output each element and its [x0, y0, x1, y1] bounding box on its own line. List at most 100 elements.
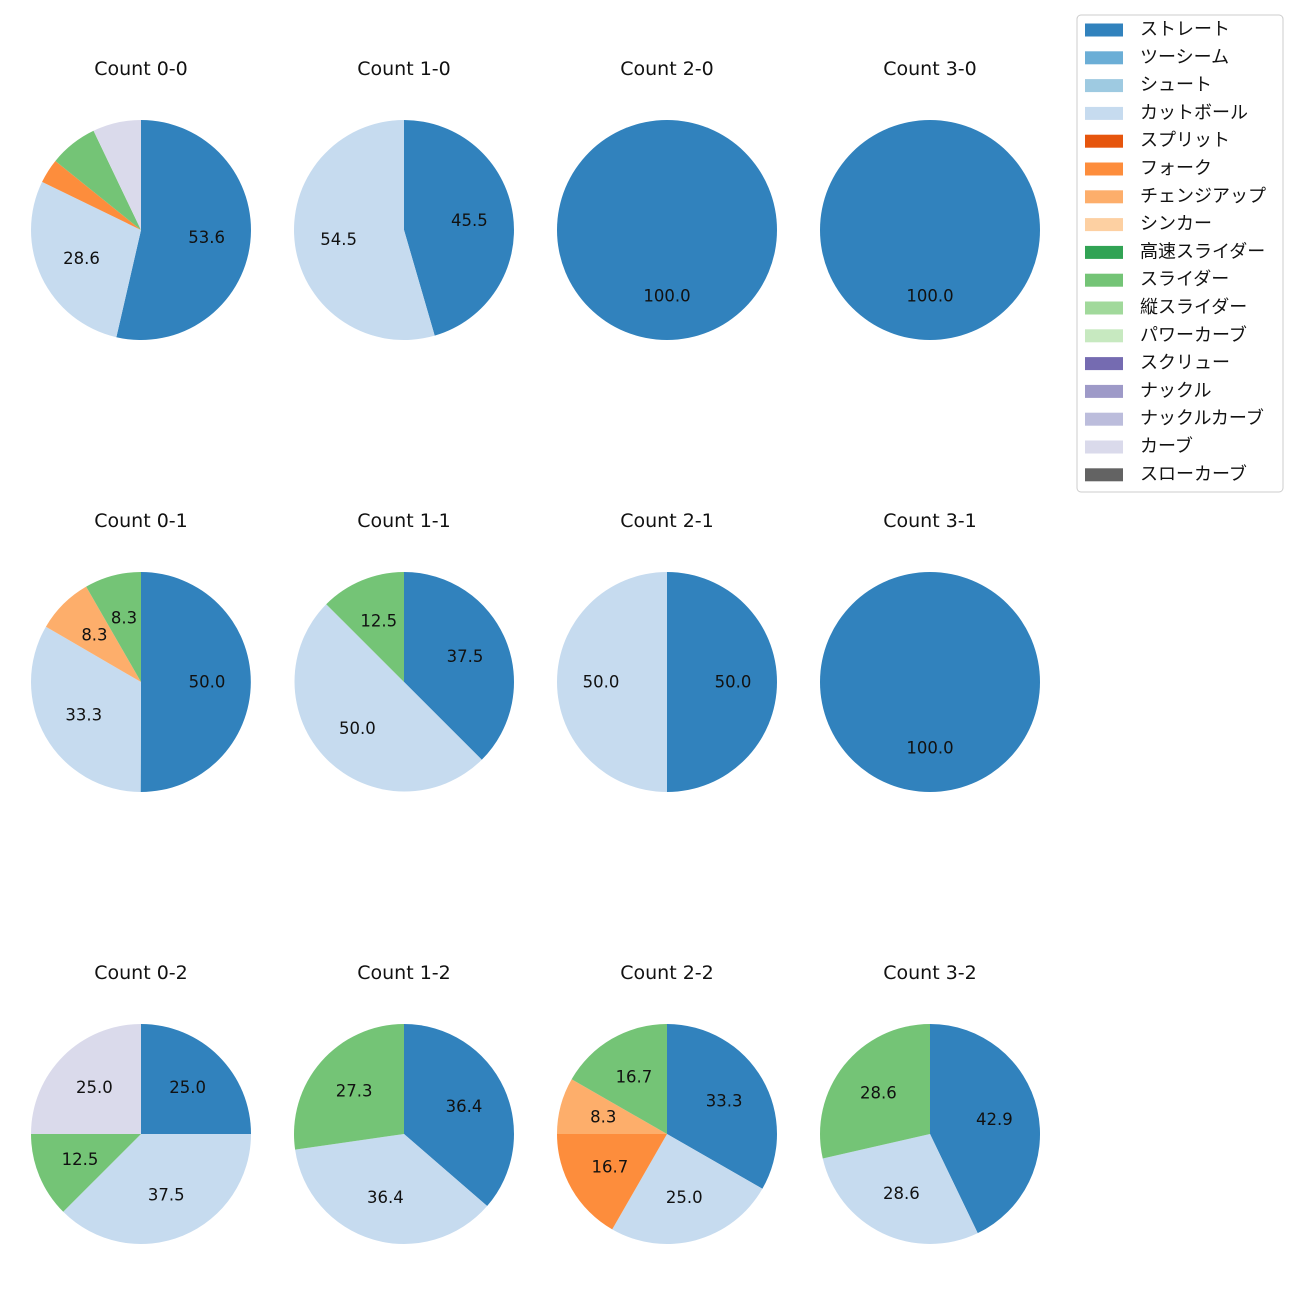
pie-slice-フォーク [557, 1134, 667, 1230]
pie-panel-count-2-0: Count 2-0 100.0 [557, 58, 777, 340]
pie-slice-カットボール [30, 626, 141, 792]
legend-swatch [1085, 245, 1123, 259]
legend-label: スプリット [1140, 130, 1230, 151]
panel-title: Count 0-1 [94, 510, 188, 532]
pie-slice-スライダー [294, 1024, 404, 1150]
legend-swatch [1085, 51, 1123, 65]
legend-swatch [1085, 440, 1123, 454]
pie-panel-count-1-0: Count 1-0 45.5 54.5 [293, 58, 514, 340]
slice-percent-label: 50.0 [339, 719, 376, 738]
legend-item: シンカー [1085, 214, 1212, 235]
pie-panel-count-1-1: Count 1-1 37.5 50.0 12.5 [294, 510, 514, 792]
panel-title: Count 0-0 [94, 58, 188, 80]
pie-slice-ストレート [116, 120, 251, 341]
slice-percent-label: 25.0 [169, 1078, 206, 1097]
legend-swatch [1085, 106, 1123, 120]
pie-slice-カーブ [93, 120, 141, 230]
panel-title: Count 1-0 [357, 58, 451, 80]
slice-percent-label: 100.0 [906, 287, 953, 306]
legend-label: ナックルカーブ [1140, 407, 1264, 429]
legend-swatch [1085, 384, 1123, 398]
legend-label: カーブ [1140, 435, 1193, 457]
slice-percent-label: 100.0 [643, 287, 690, 306]
legend-swatch [1085, 134, 1123, 148]
legend-swatch [1085, 468, 1123, 482]
pie-slice-カットボール [31, 181, 141, 338]
panel-title: Count 2-0 [620, 58, 714, 80]
pie-slice-スライダー [571, 1024, 667, 1134]
slice-percent-label: 27.3 [336, 1081, 373, 1100]
legend-label: 高速スライダー [1140, 241, 1265, 262]
panel-title: Count 3-1 [883, 510, 977, 532]
pie-slice-フォーク [42, 160, 141, 230]
pie-panel-count-2-1: Count 2-1 50.0 50.0 [557, 510, 777, 792]
legend-swatch [1085, 190, 1123, 204]
pie-slice-ストレート [140, 572, 251, 793]
legend-label: スクリュー [1140, 353, 1230, 374]
panel-title: Count 1-2 [357, 962, 451, 984]
legend-item: パワーカーブ [1085, 324, 1247, 346]
legend-swatch [1085, 273, 1123, 287]
pie-slice-ストレート [820, 120, 1040, 340]
legend-item: スライダー [1085, 269, 1229, 290]
legend-label: スローカーブ [1140, 463, 1247, 485]
slice-percent-label: 36.4 [367, 1188, 404, 1207]
pie-slice-ストレート [667, 572, 777, 792]
slice-percent-label: 25.0 [76, 1078, 113, 1097]
legend-swatch [1085, 218, 1123, 232]
legend-label: チェンジアップ [1140, 186, 1266, 207]
panel-title: Count 3-0 [883, 58, 977, 80]
slice-percent-label: 8.3 [81, 626, 107, 645]
legend-item: スプリット [1085, 130, 1230, 151]
legend-label: カットボール [1140, 102, 1248, 123]
pie-slice-ストレート [141, 1024, 251, 1134]
legend-label: パワーカーブ [1140, 324, 1247, 346]
legend-label: シュート [1140, 75, 1212, 96]
pie-panel-count-3-0: Count 3-0 100.0 [820, 58, 1040, 340]
legend: ストレートツーシームシュートカットボールスプリットフォークチェンジアップシンカー… [1076, 14, 1284, 493]
pie-slice-チェンジアップ [557, 1079, 667, 1134]
slice-percent-label: 28.6 [860, 1083, 897, 1102]
legend-swatch [1085, 301, 1123, 315]
pie-slice-スライダー [820, 1024, 930, 1159]
pie-slice-カットボール [63, 1134, 251, 1244]
legend-item: カーブ [1085, 435, 1193, 457]
slice-percent-label: 45.5 [451, 211, 488, 230]
legend-swatch [1085, 23, 1123, 37]
legend-swatch [1085, 329, 1123, 343]
pie-slice-カットボール [295, 1134, 488, 1244]
pie-panel-count-0-2: Count 0-2 25.0 37.5 12.5 25.0 [31, 962, 251, 1244]
pie-slice-ストレート [404, 120, 514, 336]
legend-item: ストレート [1085, 19, 1230, 40]
slice-percent-label: 37.5 [447, 647, 484, 666]
slice-percent-label: 33.3 [65, 705, 102, 724]
pie-slice-ストレート [557, 120, 777, 340]
pie-slice-スライダー [31, 1134, 141, 1212]
pie-slice-ストレート [404, 1024, 514, 1207]
slice-percent-label: 12.5 [360, 612, 397, 631]
slice-percent-label: 50.0 [715, 673, 752, 692]
pie-slice-スライダー [326, 572, 404, 682]
slice-percent-label: 12.5 [62, 1150, 99, 1169]
slice-percent-label: 28.6 [883, 1184, 920, 1203]
pie-panel-count-1-2: Count 1-2 36.4 36.4 27.3 [294, 962, 514, 1244]
slice-percent-label: 16.7 [616, 1067, 653, 1086]
slice-percent-label: 33.3 [706, 1091, 743, 1110]
legend-item: 高速スライダー [1085, 241, 1265, 262]
pie-slice-スライダー [86, 572, 141, 682]
slice-percent-label: 16.7 [592, 1158, 629, 1177]
pie-slice-スライダー [55, 130, 142, 230]
pie-slice-ストレート [820, 572, 1040, 792]
legend-swatch [1085, 412, 1123, 426]
panel-title: Count 2-2 [620, 962, 714, 984]
panel-title: Count 0-2 [94, 962, 188, 984]
pie-slice-ストレート [667, 1024, 778, 1189]
legend-swatch [1085, 79, 1123, 93]
legend-item: ナックルカーブ [1085, 407, 1264, 429]
slice-percent-label: 54.5 [320, 230, 357, 249]
legend-swatch [1085, 162, 1123, 176]
slice-percent-label: 53.6 [188, 228, 225, 247]
slice-percent-label: 50.0 [583, 673, 620, 692]
legend-item: スローカーブ [1085, 463, 1247, 485]
